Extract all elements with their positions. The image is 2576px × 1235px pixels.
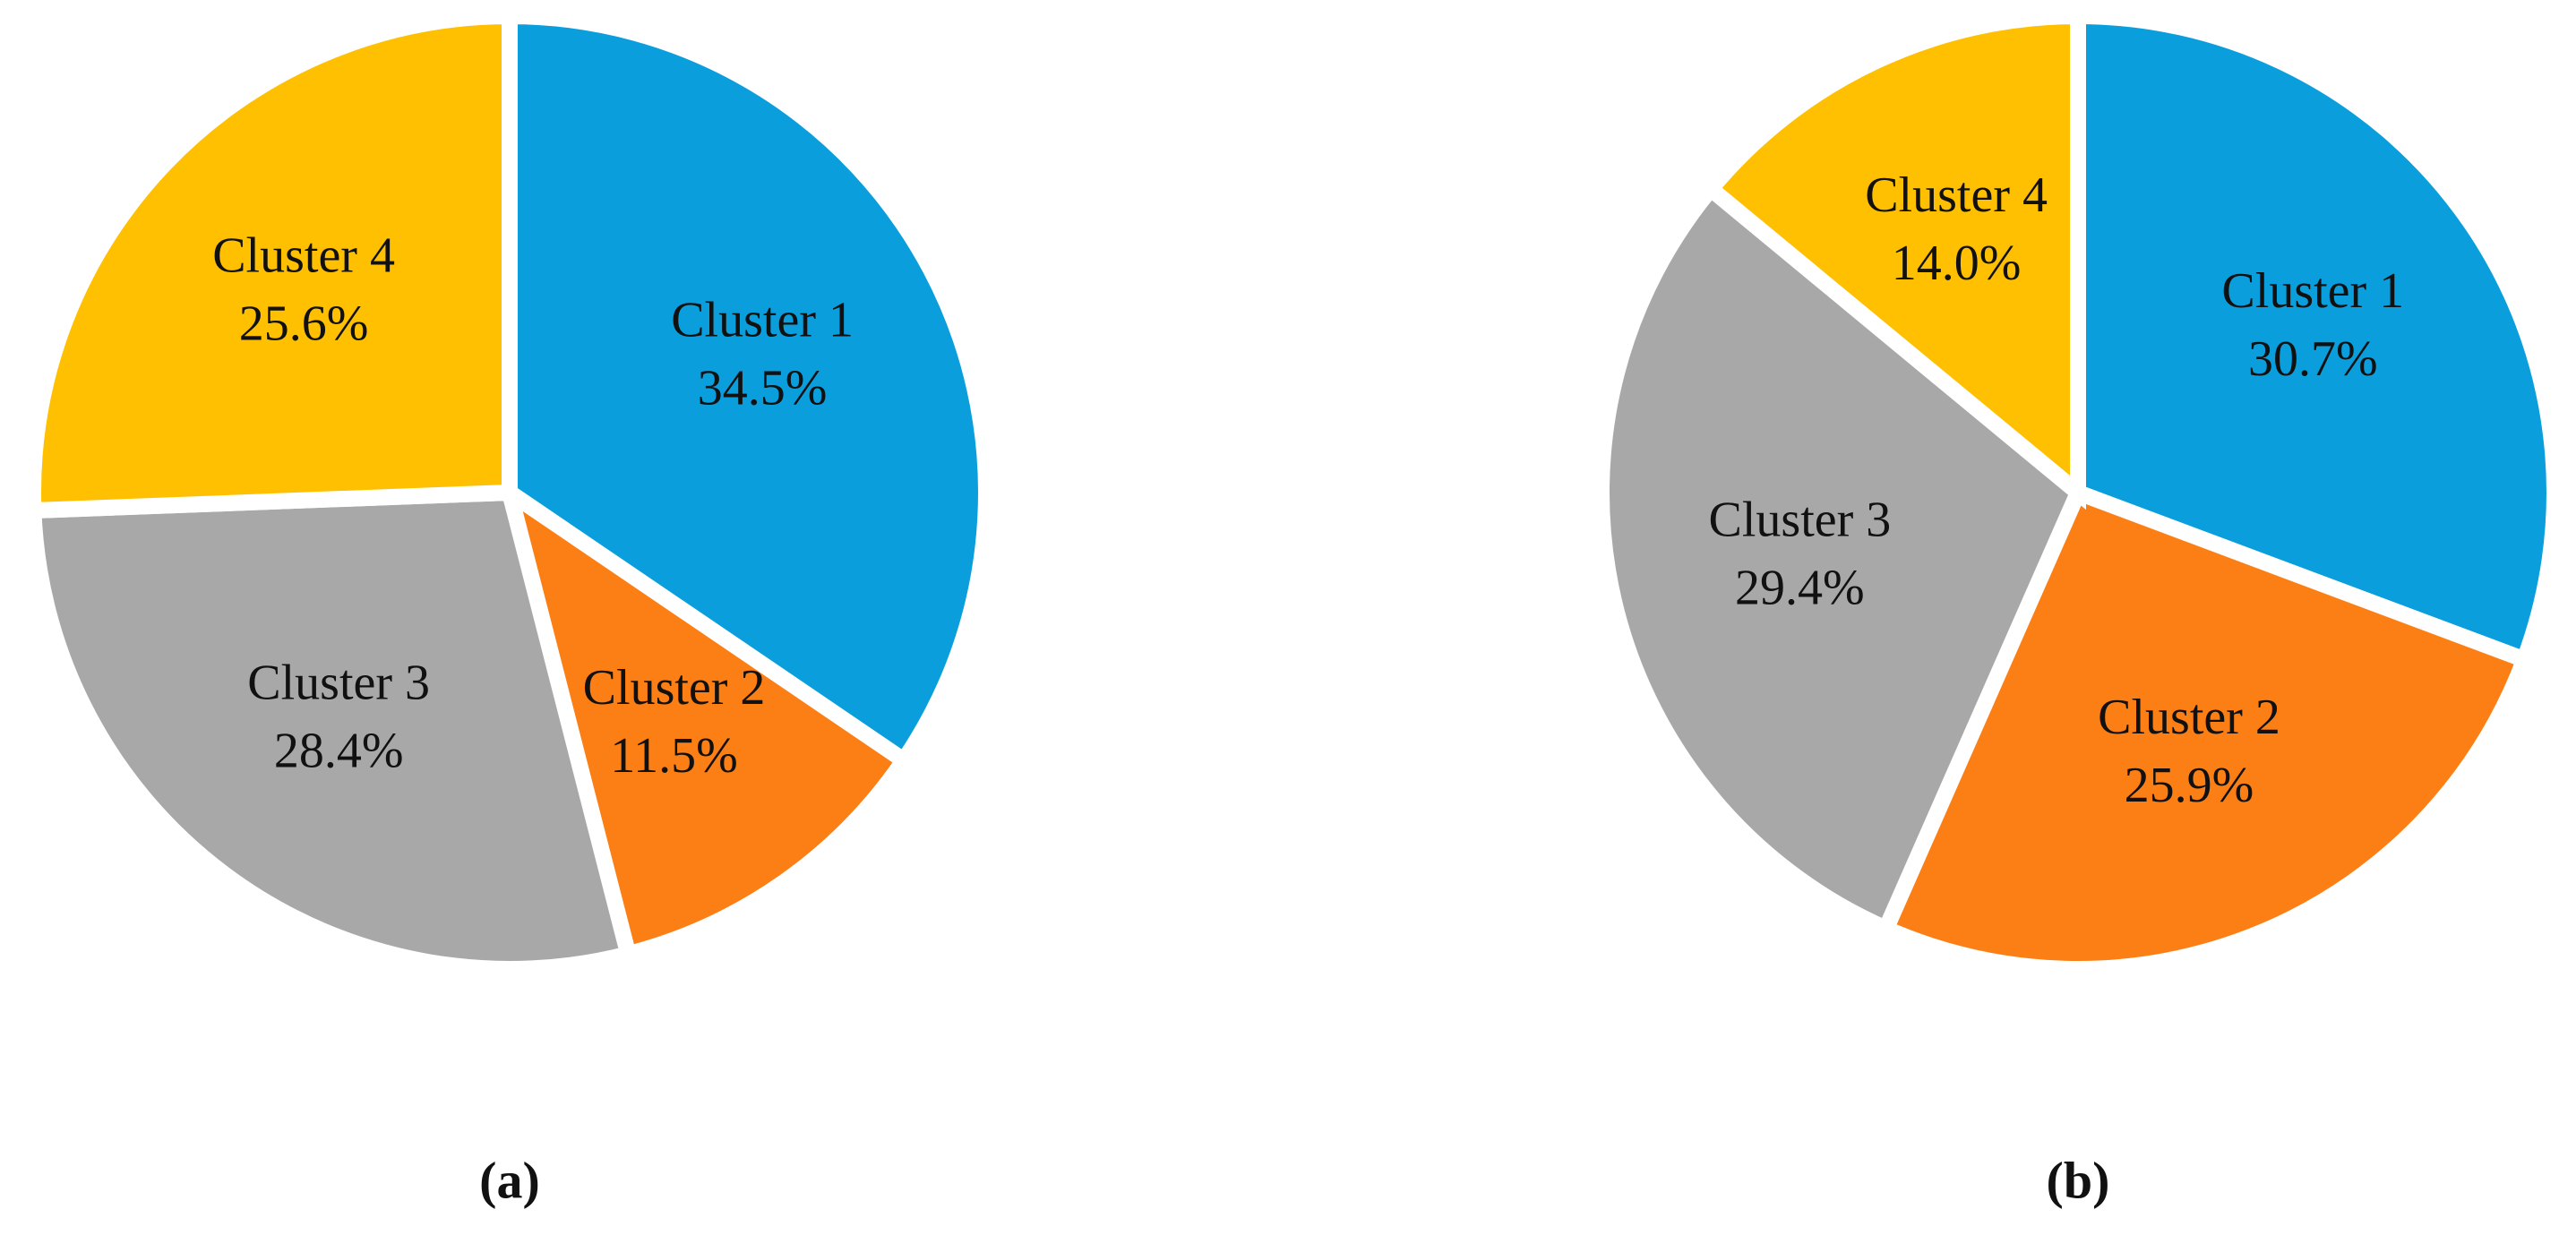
slice-category-label: Cluster 3 — [247, 656, 430, 711]
pie-chart: Cluster 1 34.5% Cluster 2 11.5% Cluster 3 28.… — [25, 7, 994, 1209]
slice-value-label: 25.9% — [2125, 758, 2254, 813]
slice-value-label: 25.6% — [239, 296, 369, 351]
slice-value-label: 28.4% — [274, 724, 404, 779]
pie-slice — [1593, 177, 2088, 939]
slice-value-label: 30.7% — [2248, 331, 2378, 387]
slice-category-label: Cluster 2 — [2098, 690, 2280, 745]
slice-value-label: 14.0% — [1892, 236, 2022, 291]
slice-category-label: Cluster 2 — [583, 660, 766, 716]
slice-category-label: Cluster 4 — [1865, 167, 2048, 223]
slice-category-label: Cluster 1 — [2221, 263, 2404, 319]
pie-slice — [1875, 482, 2535, 977]
chart-title: (a) — [479, 1151, 540, 1209]
pie-chart: Cluster 1 30.7% Cluster 2 25.9% Cluster 3 29.… — [1593, 7, 2563, 1209]
slice-category-label: Cluster 1 — [671, 292, 854, 347]
slice-value-label: 34.5% — [698, 360, 828, 416]
slice-value-label: 29.4% — [1735, 560, 1865, 615]
pie-slice — [502, 7, 994, 772]
pie-slice — [1699, 7, 2086, 510]
pie-slice — [496, 474, 915, 965]
slice-category-label: Cluster 4 — [212, 227, 395, 283]
chart-title: (b) — [2047, 1151, 2110, 1209]
slice-value-label: 11.5% — [610, 728, 738, 784]
pie-slice — [25, 484, 639, 978]
slice-category-label: Cluster 3 — [1709, 492, 1892, 547]
pie-slice — [2070, 7, 2563, 671]
pie-slice — [25, 7, 518, 519]
